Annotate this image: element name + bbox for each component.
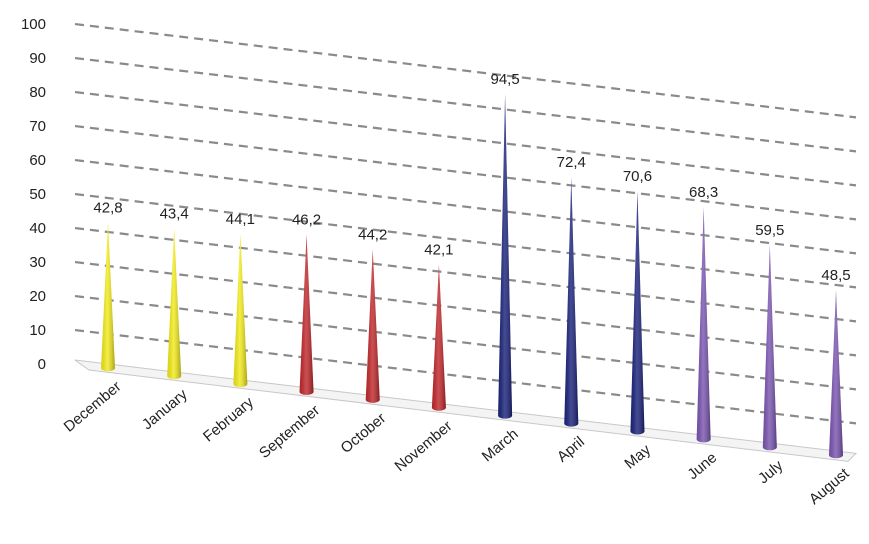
y-tick-label: 60 (29, 152, 46, 169)
gridline (74, 226, 857, 323)
cone-shading (431, 264, 446, 411)
cone-shading (630, 191, 645, 435)
data-label: 42,8 (93, 199, 122, 216)
y-tick-label: 40 (29, 220, 46, 237)
gridline (74, 22, 857, 119)
cone-series (101, 94, 843, 459)
floor-plane (74, 359, 858, 462)
y-tick-label: 50 (29, 186, 46, 203)
x-tick-label: May (621, 441, 654, 473)
cone-shading (829, 290, 843, 459)
y-tick-label: 70 (29, 118, 46, 135)
y-tick-label: 20 (29, 288, 46, 305)
gridline (74, 56, 857, 153)
y-tick-label: 30 (29, 254, 46, 271)
data-label: 94,5 (490, 71, 519, 88)
y-tick-label: 80 (29, 84, 46, 101)
cone-shading (762, 244, 777, 451)
gridline (74, 192, 857, 289)
x-tick-label: February (200, 394, 257, 446)
gridline (74, 158, 857, 255)
chart-floor (74, 359, 858, 462)
cone-shading (101, 222, 115, 372)
data-label: 43,4 (160, 205, 189, 222)
gridline (74, 124, 857, 221)
data-label: 42,1 (424, 241, 453, 258)
cone-shading (167, 228, 182, 380)
cone-shading (498, 94, 513, 419)
cone-shading (233, 233, 248, 388)
cone-shading (696, 206, 711, 443)
x-tick-label: April (554, 433, 588, 465)
gridline (74, 90, 857, 187)
data-label: 44,2 (358, 226, 387, 243)
cone-shading (299, 234, 314, 395)
x-tick-label: August (806, 465, 853, 509)
data-label: 70,6 (623, 168, 652, 185)
x-tick-label: March (479, 425, 522, 465)
y-tick-label: 10 (29, 322, 46, 339)
x-tick-label: September (256, 402, 323, 462)
gridline (74, 328, 857, 425)
data-label: 68,3 (689, 184, 718, 201)
x-tick-label: June (684, 449, 720, 483)
x-tick-label: December (61, 378, 125, 436)
data-labels: 42,8 43,4 44,1 46,2 44,2 42,1 94,5 72,4 70,6 68,3… (93, 71, 850, 284)
cone-shading (365, 249, 380, 403)
x-tick-label: October (337, 410, 389, 457)
y-axis-tick-labels: 0 10 20 30 40 50 60 70 80 90 100 (21, 16, 46, 373)
data-label: 44,1 (226, 211, 255, 228)
gridline (74, 294, 857, 391)
x-tick-label: July (755, 457, 787, 487)
gridline (74, 260, 857, 357)
y-tick-label: 100 (21, 16, 46, 33)
x-tick-label: January (139, 386, 191, 434)
data-label: 59,5 (755, 222, 784, 239)
x-tick-label: November (392, 418, 456, 476)
cone-shading (564, 177, 579, 427)
gridlines (74, 22, 857, 425)
data-label: 46,2 (292, 212, 321, 229)
data-label: 48,5 (821, 267, 850, 284)
y-tick-label: 0 (38, 356, 46, 373)
data-label: 72,4 (557, 154, 586, 171)
y-tick-label: 90 (29, 50, 46, 67)
